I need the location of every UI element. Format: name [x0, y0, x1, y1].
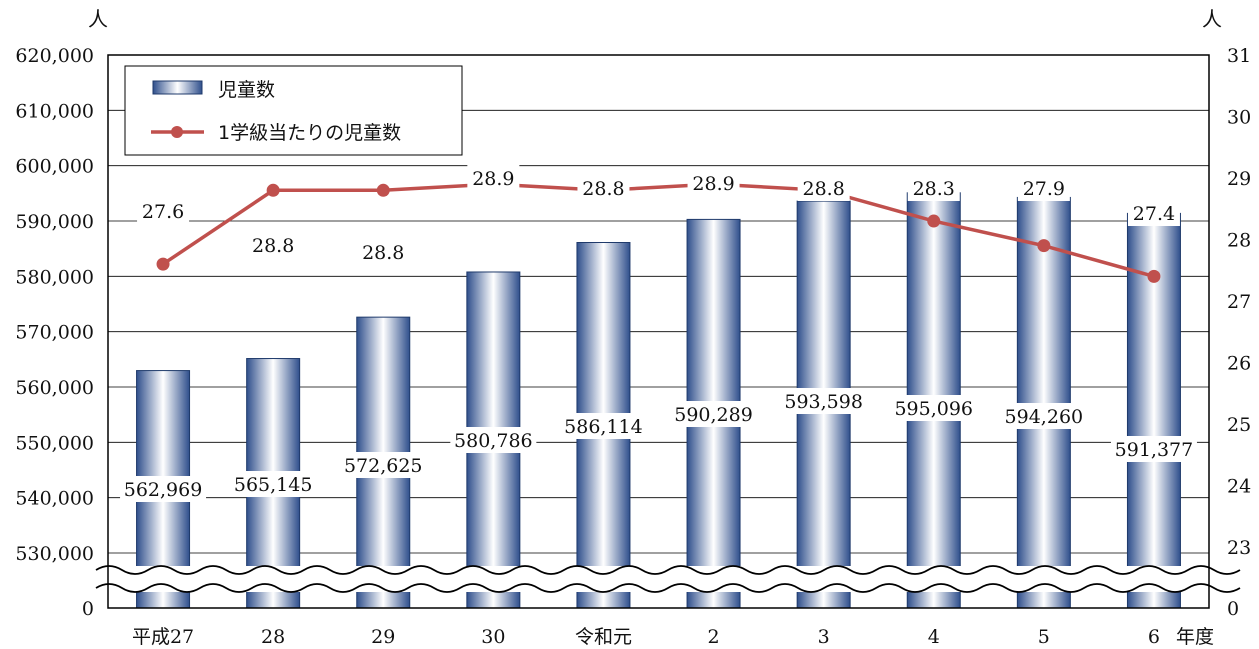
bar-label-bg [560, 413, 647, 439]
right-tick-label: 24 [1227, 476, 1251, 498]
bar-label-bg [1000, 403, 1087, 429]
right-tick-label: 29 [1227, 168, 1251, 190]
line-data-label: 28.8 [802, 178, 844, 200]
line-label-bg [577, 175, 630, 201]
line-label-bg [907, 175, 960, 201]
bar-data-label: 586,114 [564, 416, 643, 438]
left-tick-label: 610,000 [15, 100, 94, 122]
left-tick-label: 0 [82, 598, 94, 620]
bar-label-bg [340, 452, 427, 478]
legend: 児童数 1学級当たりの児童数 [124, 65, 463, 156]
line-data-labels: 27.6 28.8 28.8 28.9 28.8 28.9 28.8 28.3 27.9 27.4 [137, 165, 1180, 265]
category-label: 30 [481, 626, 505, 648]
line-data-label: 27.6 [142, 201, 184, 223]
line-label-bg [1127, 200, 1180, 226]
bar-label-bg [780, 388, 867, 414]
bar-data-label: 593,598 [784, 391, 863, 413]
category-label: 令和元 [575, 626, 632, 648]
category-label: 5 [1038, 626, 1050, 648]
right-tick-label: 27 [1227, 291, 1251, 313]
bar [1016, 196, 1071, 609]
line-label-bg [247, 232, 300, 258]
bar-label-bg [890, 395, 977, 421]
bar-data-label: 595,096 [894, 398, 973, 420]
line-point [927, 214, 941, 228]
left-tick-label: 540,000 [15, 488, 94, 510]
bar-label-bg [450, 427, 537, 453]
line-series [156, 177, 1161, 283]
series-line [162, 182, 1155, 279]
line-point [156, 257, 170, 271]
bar-data-label: 572,625 [344, 455, 423, 477]
break-band [96, 566, 1221, 592]
x-axis-unit: 年度 [1176, 626, 1214, 648]
line-data-label: 28.8 [252, 235, 294, 257]
category-label: 28 [261, 626, 285, 648]
bar-data-label: 590,289 [674, 404, 753, 426]
line-label-bg [797, 175, 850, 201]
line-data-label: 28.3 [913, 178, 955, 200]
line-label-bg [467, 165, 520, 191]
category-label: 29 [371, 626, 395, 648]
left-axis-ticks: 0 530,000 540,000 550,000 560,000 570,000 580,… [15, 45, 94, 620]
break-wave [95, 583, 1241, 593]
category-label: 4 [928, 626, 940, 648]
line-point [376, 183, 390, 197]
line-data-label: 28.9 [472, 168, 514, 190]
category-label: 平成27 [132, 626, 194, 648]
bar-label-bg [670, 401, 757, 427]
right-axis-unit: 人 [1202, 7, 1222, 31]
line-label-bg [137, 198, 190, 224]
bar-data-labels: 562,969 565,145 572,625 580,786 586,114 590,2… [120, 388, 1197, 502]
legend-line-marker [171, 126, 183, 138]
line-point [1037, 239, 1051, 253]
category-labels: 平成27 28 29 30 令和元 2 3 4 5 6 [132, 626, 1160, 648]
bar-data-label: 580,786 [454, 430, 533, 452]
bar-data-label: 562,969 [124, 479, 203, 501]
bar-data-label: 591,377 [1115, 439, 1194, 461]
left-axis-unit: 人 [88, 7, 108, 31]
break-wave [95, 565, 1241, 575]
left-tick-label: 550,000 [15, 432, 94, 454]
category-label: 6 [1148, 626, 1160, 648]
line-data-label: 28.8 [362, 242, 404, 264]
bar-label-bg [230, 471, 317, 497]
left-tick-label: 570,000 [15, 322, 94, 344]
left-tick-label: 600,000 [15, 156, 94, 178]
right-tick-label: 0 [1227, 598, 1239, 620]
line-data-label: 27.4 [1133, 203, 1175, 225]
line-data-label: 27.9 [1023, 178, 1065, 200]
right-tick-label: 26 [1227, 353, 1251, 375]
right-axis-ticks: 0 23 24 25 26 27 28 29 30 31 [1227, 45, 1251, 620]
legend-bar-label: 児童数 [218, 79, 275, 101]
legend-bar-swatch [152, 80, 203, 95]
legend-line-label: 1学級当たりの児童数 [218, 122, 401, 144]
line-data-label: 28.9 [692, 173, 734, 195]
line-point [266, 183, 280, 197]
bar-data-label: 594,260 [1005, 406, 1084, 428]
right-tick-label: 30 [1227, 107, 1251, 129]
line-label-bg [1017, 175, 1070, 201]
axis-break [95, 565, 1241, 593]
right-tick-label: 25 [1227, 414, 1251, 436]
line-label-bg [357, 239, 410, 265]
left-tick-label: 530,000 [15, 543, 94, 565]
left-tick-label: 580,000 [15, 266, 94, 288]
category-label: 3 [818, 626, 830, 648]
bar-data-label: 565,145 [234, 474, 313, 496]
right-tick-label: 31 [1227, 45, 1251, 67]
left-tick-label: 590,000 [15, 211, 94, 233]
bar-label-bg [1110, 436, 1197, 462]
line-data-label: 28.8 [582, 178, 624, 200]
category-label: 2 [708, 626, 720, 648]
right-tick-label: 28 [1227, 230, 1251, 252]
left-tick-label: 620,000 [15, 45, 94, 67]
left-tick-label: 560,000 [15, 377, 94, 399]
right-tick-label: 23 [1227, 537, 1251, 559]
bar-label-bg [120, 476, 207, 502]
line-label-bg [687, 170, 740, 196]
plot-frame [107, 54, 1210, 609]
line-point [1147, 269, 1161, 283]
